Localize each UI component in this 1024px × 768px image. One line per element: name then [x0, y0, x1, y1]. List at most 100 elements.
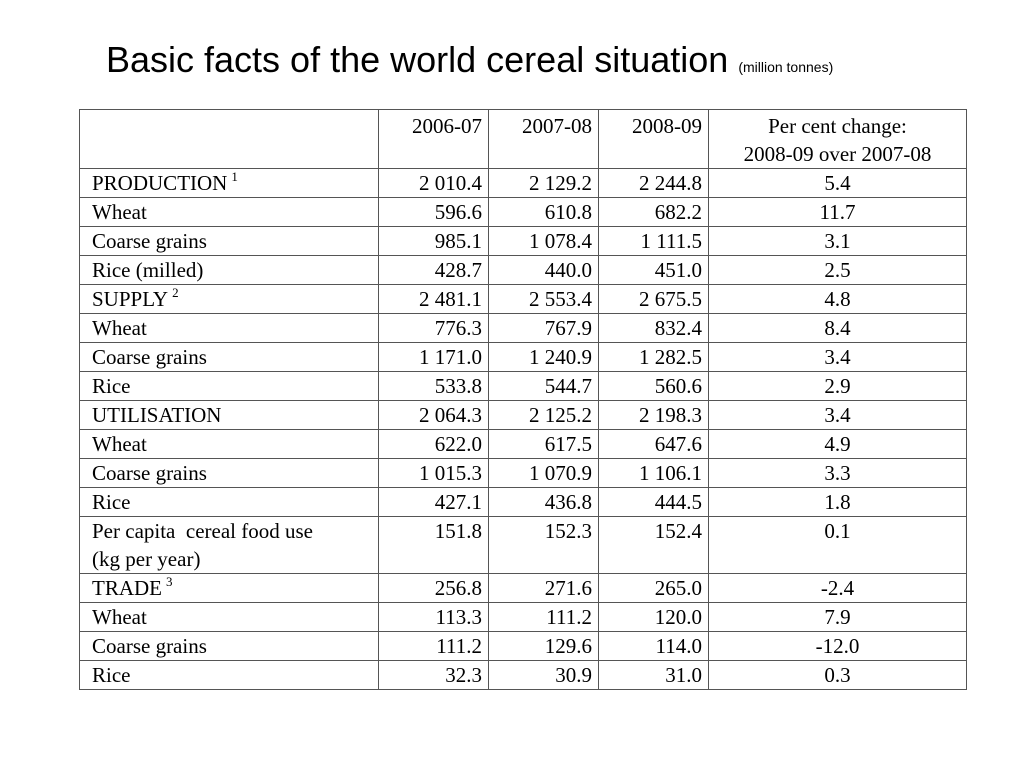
header-per-cent-change: Per cent change: 2008-09 over 2007-08 [708, 109, 967, 169]
row-label-cell: Rice [79, 487, 379, 517]
row-label-cell: Rice [79, 660, 379, 690]
row-label-cell: Wheat [79, 197, 379, 227]
title-units: (million tonnes) [738, 59, 834, 75]
value-2007-08: 129.6 [488, 631, 599, 661]
value-2006-07: 256.8 [378, 573, 489, 603]
value-2006-07: 32.3 [378, 660, 489, 690]
row-label: Rice [92, 490, 131, 514]
row-label: Coarse grains [92, 229, 207, 253]
value-2008-09: 1 282.5 [598, 342, 709, 372]
value-2008-09: 265.0 [598, 573, 709, 603]
row-label-cell: PRODUCTION 1 [79, 168, 379, 198]
value-per-cent-change: 11.7 [708, 197, 967, 227]
value-2007-08: 2 125.2 [488, 400, 599, 430]
row-label: TRADE [92, 576, 162, 600]
value-2007-08: 2 129.2 [488, 168, 599, 198]
row-label-cell: Coarse grains [79, 342, 379, 372]
row-label: Rice [92, 374, 131, 398]
row-label-cell: Rice [79, 371, 379, 401]
value-2006-07: 427.1 [378, 487, 489, 517]
value-2008-09: 1 111.5 [598, 226, 709, 256]
value-per-cent-change: -2.4 [708, 573, 967, 603]
value-per-cent-change: 0.1 [708, 516, 967, 574]
value-2007-08: 436.8 [488, 487, 599, 517]
value-2008-09: 647.6 [598, 429, 709, 459]
header-2008-09: 2008-09 [598, 109, 709, 169]
header-row: 2006-07 2007-08 2008-09 Per cent change:… [79, 109, 967, 169]
value-per-cent-change: 8.4 [708, 313, 967, 343]
row-label-cell: Wheat [79, 602, 379, 632]
value-2007-08: 2 553.4 [488, 284, 599, 314]
value-2006-07: 1 015.3 [378, 458, 489, 488]
table-row: Coarse grains 1 171.0 1 240.9 1 282.5 3.4 [79, 342, 967, 372]
value-2007-08: 1 070.9 [488, 458, 599, 488]
row-label-cell: Coarse grains [79, 226, 379, 256]
value-2006-07: 428.7 [378, 255, 489, 285]
value-2007-08: 440.0 [488, 255, 599, 285]
row-label: Wheat [92, 605, 147, 629]
row-label: Coarse grains [92, 634, 207, 658]
table-row: Coarse grains 111.2 129.6 114.0 -12.0 [79, 631, 967, 661]
value-2008-09: 31.0 [598, 660, 709, 690]
value-2008-09: 2 244.8 [598, 168, 709, 198]
table-row: Wheat 596.6 610.8 682.2 11.7 [79, 197, 967, 227]
table-row: UTILISATION 2 064.3 2 125.2 2 198.3 3.4 [79, 400, 967, 430]
value-per-cent-change: 3.4 [708, 400, 967, 430]
value-2006-07: 776.3 [378, 313, 489, 343]
row-label: Rice [92, 663, 131, 687]
value-per-cent-change: 4.8 [708, 284, 967, 314]
value-2006-07: 151.8 [378, 516, 489, 574]
value-2007-08: 610.8 [488, 197, 599, 227]
table-row: Per capita cereal food use (kg per year) 1… [79, 516, 967, 574]
row-label-cell: Wheat [79, 429, 379, 459]
value-per-cent-change: 0.3 [708, 660, 967, 690]
value-2006-07: 2 064.3 [378, 400, 489, 430]
value-per-cent-change: 2.5 [708, 255, 967, 285]
value-2006-07: 622.0 [378, 429, 489, 459]
value-2007-08: 111.2 [488, 602, 599, 632]
header-2006-07: 2006-07 [378, 109, 489, 169]
table-row: Rice 533.8 544.7 560.6 2.9 [79, 371, 967, 401]
row-label: PRODUCTION [92, 171, 228, 195]
row-label: Wheat [92, 432, 147, 456]
row-label-cell: SUPPLY 2 [79, 284, 379, 314]
value-2008-09: 682.2 [598, 197, 709, 227]
footnote-marker: 2 [172, 285, 179, 300]
value-2008-09: 2 198.3 [598, 400, 709, 430]
value-2008-09: 832.4 [598, 313, 709, 343]
header-label-cell [79, 109, 379, 169]
value-per-cent-change: 3.3 [708, 458, 967, 488]
row-label: Rice (milled) [92, 258, 204, 282]
page-title: Basic facts of the world cereal situatio… [106, 38, 833, 82]
value-per-cent-change: 3.4 [708, 342, 967, 372]
header-change-line2: 2008-09 over 2007-08 [743, 142, 932, 166]
value-2008-09: 444.5 [598, 487, 709, 517]
row-label: SUPPLY [92, 287, 169, 311]
row-label: Coarse grains [92, 345, 207, 369]
row-label-cell: Wheat [79, 313, 379, 343]
table-row: Rice (milled) 428.7 440.0 451.0 2.5 [79, 255, 967, 285]
table-row: Wheat 113.3 111.2 120.0 7.9 [79, 602, 967, 632]
row-label-line2: (kg per year) [92, 547, 201, 571]
row-label-cell: UTILISATION [79, 400, 379, 430]
table-row: Rice 427.1 436.8 444.5 1.8 [79, 487, 967, 517]
row-label-cell: Coarse grains [79, 631, 379, 661]
row-label: Coarse grains [92, 461, 207, 485]
footnote-marker: 1 [231, 169, 238, 184]
value-per-cent-change: -12.0 [708, 631, 967, 661]
row-label-cell: Per capita cereal food use (kg per year) [79, 516, 379, 574]
value-2006-07: 1 171.0 [378, 342, 489, 372]
value-2006-07: 985.1 [378, 226, 489, 256]
value-2006-07: 2 010.4 [378, 168, 489, 198]
value-2008-09: 560.6 [598, 371, 709, 401]
value-per-cent-change: 2.9 [708, 371, 967, 401]
value-2008-09: 114.0 [598, 631, 709, 661]
value-2007-08: 617.5 [488, 429, 599, 459]
table-row: TRADE 3 256.8 271.6 265.0 -2.4 [79, 573, 967, 603]
value-2006-07: 111.2 [378, 631, 489, 661]
cereal-table: 2006-07 2007-08 2008-09 Per cent change:… [79, 109, 967, 690]
row-label-cell: Coarse grains [79, 458, 379, 488]
row-label: Per capita cereal food use [92, 519, 313, 543]
footnote-marker: 3 [166, 574, 173, 589]
value-2008-09: 1 106.1 [598, 458, 709, 488]
